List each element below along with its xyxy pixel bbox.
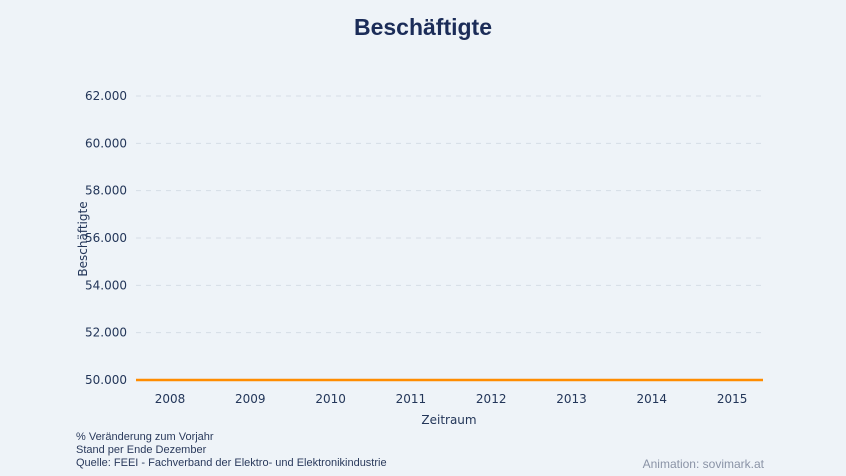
x-tick-label: 2013 — [556, 392, 587, 406]
note-date: Stand per Ende Dezember — [76, 444, 207, 456]
x-tick-label: 2010 — [315, 392, 346, 406]
x-tick-label: 2014 — [637, 392, 668, 406]
y-tick-label: 60.000 — [85, 136, 127, 150]
x-tick-label: 2015 — [717, 392, 748, 406]
x-tick-label: 2012 — [476, 392, 507, 406]
y-tick-label: 50.000 — [85, 373, 127, 387]
y-tick-label: 54.000 — [85, 278, 127, 292]
note-source: Quelle: FEEI - Fachverband der Elektro- … — [76, 457, 387, 469]
y-tick-label: 62.000 — [85, 89, 127, 103]
animation-credit: Animation: sovimark.at — [642, 457, 764, 471]
x-tick-label: 2011 — [396, 392, 427, 406]
y-tick-label: 56.000 — [85, 231, 127, 245]
x-axis-label: Zeitraum — [421, 413, 476, 427]
footnotes: % Veränderung zum Vorjahr Stand per Ende… — [76, 431, 387, 470]
note-change: % Veränderung zum Vorjahr — [76, 431, 214, 443]
y-axis-label: Beschäftigte — [76, 201, 90, 276]
y-tick-label: 52.000 — [85, 326, 127, 340]
chart-title: Beschäftigte — [353, 14, 493, 40]
y-tick-label: 58.000 — [85, 184, 127, 198]
x-tick-label: 2009 — [235, 392, 266, 406]
x-tick-label: 2008 — [155, 392, 186, 406]
